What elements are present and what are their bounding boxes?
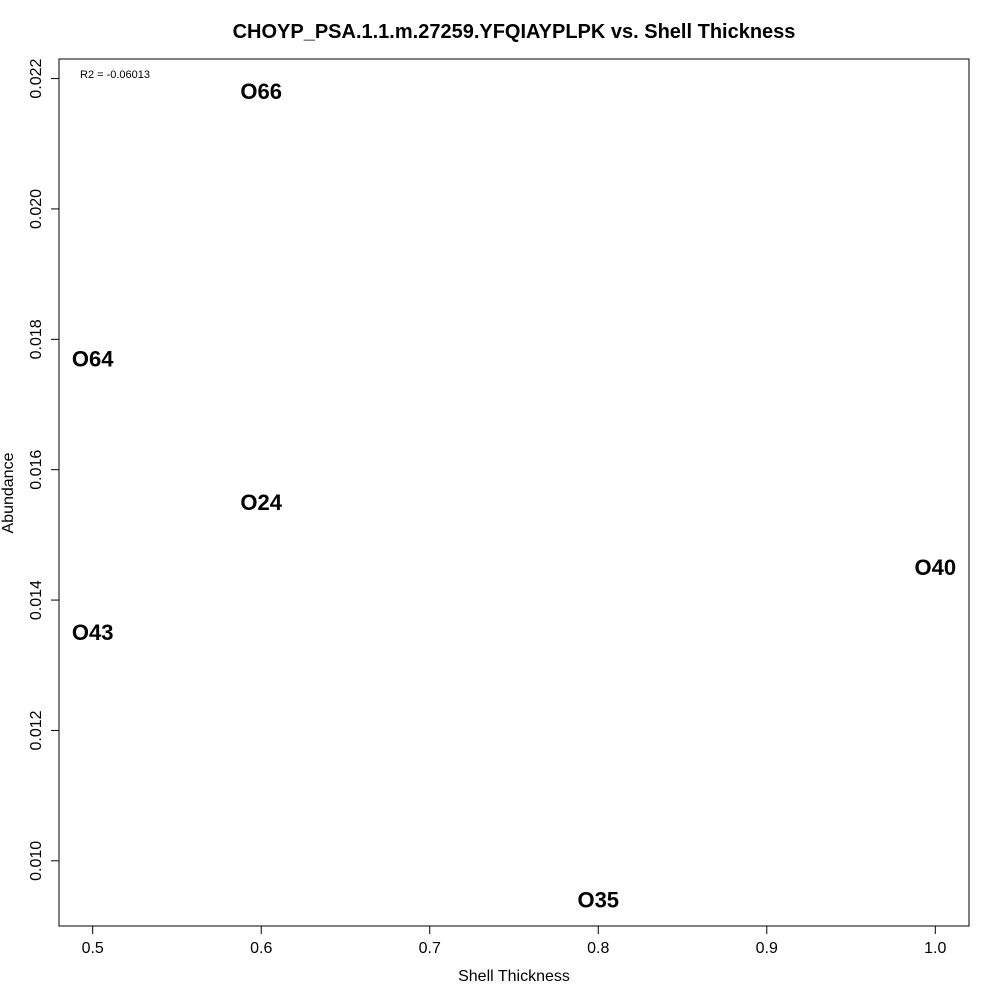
y-axis: 0.010 0.012 0.014 0.016 0.018 0.020 0.022 — [28, 58, 60, 881]
point-label-o64: O64 — [72, 346, 114, 371]
r2-annotation: R2 = -0.06013 — [80, 69, 150, 81]
x-tick-label: 0.5 — [82, 940, 104, 957]
x-tick-label: 0.7 — [419, 940, 441, 957]
x-tick-label: 1.0 — [924, 940, 946, 957]
x-tick-label: 0.6 — [250, 940, 272, 957]
y-tick-label: 0.016 — [28, 450, 45, 490]
y-tick-label: 0.014 — [28, 580, 45, 620]
point-label-o24: O24 — [240, 490, 282, 515]
x-tick-label: 0.8 — [587, 940, 609, 957]
x-axis: 0.5 0.6 0.7 0.8 0.9 1.0 — [82, 925, 947, 957]
data-points: O66 O64 O24 O40 O43 O35 — [72, 79, 956, 912]
plot-frame — [58, 58, 970, 927]
point-label-o40: O40 — [914, 555, 956, 580]
y-tick-label: 0.018 — [28, 319, 45, 359]
chart-title: CHOYP_PSA.1.1.m.27259.YFQIAYPLPK vs. She… — [233, 21, 796, 43]
y-axis-label: Abundance — [0, 452, 17, 533]
y-tick-label: 0.012 — [28, 710, 45, 750]
y-tick-label: 0.010 — [28, 841, 45, 881]
x-tick-label: 0.9 — [756, 940, 778, 957]
y-tick-label: 0.022 — [28, 58, 45, 98]
point-label-o66: O66 — [240, 79, 282, 104]
point-label-o43: O43 — [72, 620, 114, 645]
x-axis-label: Shell Thickness — [458, 968, 570, 985]
point-label-o35: O35 — [577, 887, 619, 912]
y-tick-label: 0.020 — [28, 189, 45, 229]
